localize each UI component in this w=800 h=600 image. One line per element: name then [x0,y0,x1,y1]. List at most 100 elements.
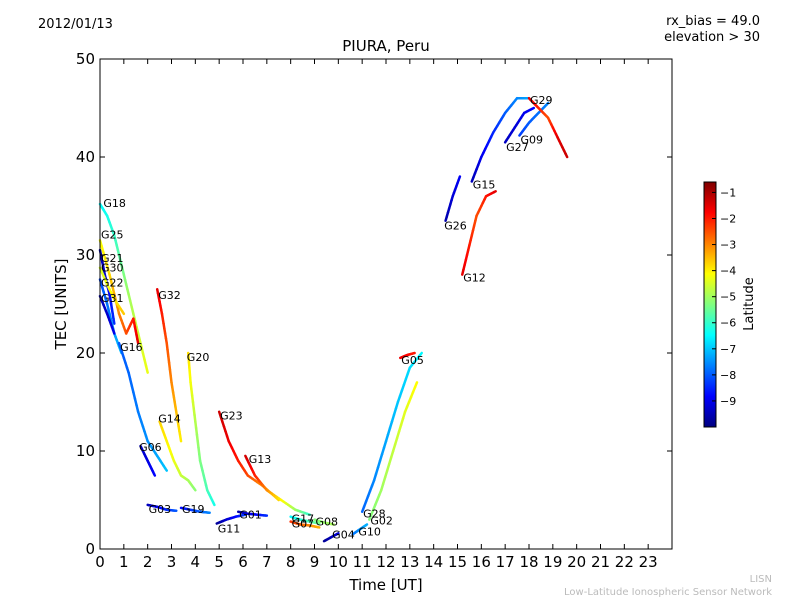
x-tick-label: 18 [519,553,538,571]
trace-g02 [368,381,419,521]
trace-g18 [98,202,149,374]
sat-label-g25: G25 [101,228,124,241]
colorbar-tick-label: −5 [720,291,736,304]
sat-label-g08: G08 [316,516,339,529]
colorbar-bar [703,181,717,428]
sat-label-g13: G13 [249,453,272,466]
trace-g15 [470,96,531,183]
trace-g29 [527,96,569,159]
y-tick-label: 10 [76,442,95,460]
trace-g19 [179,506,211,514]
trace-segment [120,310,126,316]
y-axis-label: TEC [UNITS] [52,259,70,351]
sat-label-g14: G14 [158,413,181,426]
sat-label-g20: G20 [187,351,210,364]
trace-g32 [155,288,183,443]
sat-label-g11: G11 [218,522,241,535]
sat-label-g06: G06 [139,441,162,454]
trace-segment [530,106,536,111]
trace-segment [111,328,116,335]
trace-segment [418,351,423,357]
sat-label-g15: G15 [473,178,496,191]
trace-segment [306,512,311,516]
x-tick-label: 22 [615,553,634,571]
trace-segment [112,317,116,325]
trace-g26 [444,175,462,222]
sat-label-g32: G32 [158,289,181,302]
colorbar-tick-label: −9 [720,395,736,408]
trace-g11 [215,513,247,525]
x-tick-label: 20 [567,553,586,571]
elevation-text: elevation > 30 [664,30,760,45]
sat-label-g03: G03 [149,503,172,516]
trace-g13 [244,454,311,516]
trace-g17 [289,515,321,525]
trace-g28 [360,351,423,514]
sat-label-g04: G04 [332,528,355,541]
trace-g16 [117,341,168,472]
x-tick-label: 2 [143,553,153,571]
colorbar-tick-label: −8 [720,369,736,382]
sat-label-g05: G05 [401,354,424,367]
trace-segment [564,152,569,159]
colorbar-tick-label: −3 [720,239,736,252]
trace-g20 [186,351,216,507]
trace-g25 [98,239,140,345]
date-text: 2012/01/13 [38,17,113,32]
x-tick-label: 17 [496,553,515,571]
sat-label-g10: G10 [358,525,381,538]
sat-label-g28: G28 [363,508,386,521]
x-tick-label: 10 [329,553,348,571]
footer-line1: LISN [749,574,772,585]
sat-label-g16: G16 [120,341,143,354]
x-tick-label: 0 [95,553,105,571]
y-tick-label: 0 [85,540,95,558]
trace-segment [192,487,197,492]
sat-label-g12: G12 [463,272,486,285]
sat-label-g01: G01 [239,509,262,522]
trace-g21 [98,248,116,325]
trace-segment [457,175,462,182]
x-tick-label: 3 [167,553,177,571]
trace-g09 [518,101,550,137]
colorbar-label: Latitude [742,277,757,331]
chart-title: PIURA, Peru [342,37,430,55]
x-tick-label: 7 [262,553,272,571]
trace-g14 [158,420,197,492]
sat-label-g19: G19 [182,503,205,516]
trace-g06 [139,444,157,477]
sat-label-g02: G02 [370,515,393,528]
rx-bias-text: rx_bias = 49.0 [666,14,760,29]
trace-segment [152,472,157,477]
sat-label-g18: G18 [103,197,126,210]
trace-g04 [322,532,340,543]
trace-segment [163,466,168,472]
y-tick-label: 30 [76,246,95,264]
trace-segment [545,101,550,106]
trace-segment [178,435,183,443]
trace-g07 [289,520,321,529]
colorbar-tick-label: −2 [720,212,736,225]
trace-segment [144,364,149,374]
axes-layer: 0 1 2 3 4 5 6 7 8 9 10 11 12 13 14 15 16 17 18 19 20 21 22 2301… [76,50,672,571]
x-tick-label: 16 [472,553,491,571]
sat-label-g17: G17 [292,513,315,526]
x-tick-label: 13 [400,553,419,571]
sat-label-g27: G27 [506,141,529,154]
trace-g27 [503,106,536,144]
colorbar-tick-label: −7 [720,343,736,356]
x-axis-label: Time [UT] [348,576,422,594]
sat-label-g29: G29 [530,94,553,107]
trace-segment [364,523,369,527]
trace-segment [211,501,216,507]
trace-g12 [461,190,497,276]
footer-line2: Low-Latitude Ionospheric Sensor Network [564,587,772,598]
x-tick-label: 12 [376,553,395,571]
x-tick-label: 11 [353,553,372,571]
sat-label-g26: G26 [444,220,467,233]
x-tick-label: 23 [639,553,658,571]
sat-label-g21: G21 [101,252,124,265]
trace-g01 [236,510,269,517]
